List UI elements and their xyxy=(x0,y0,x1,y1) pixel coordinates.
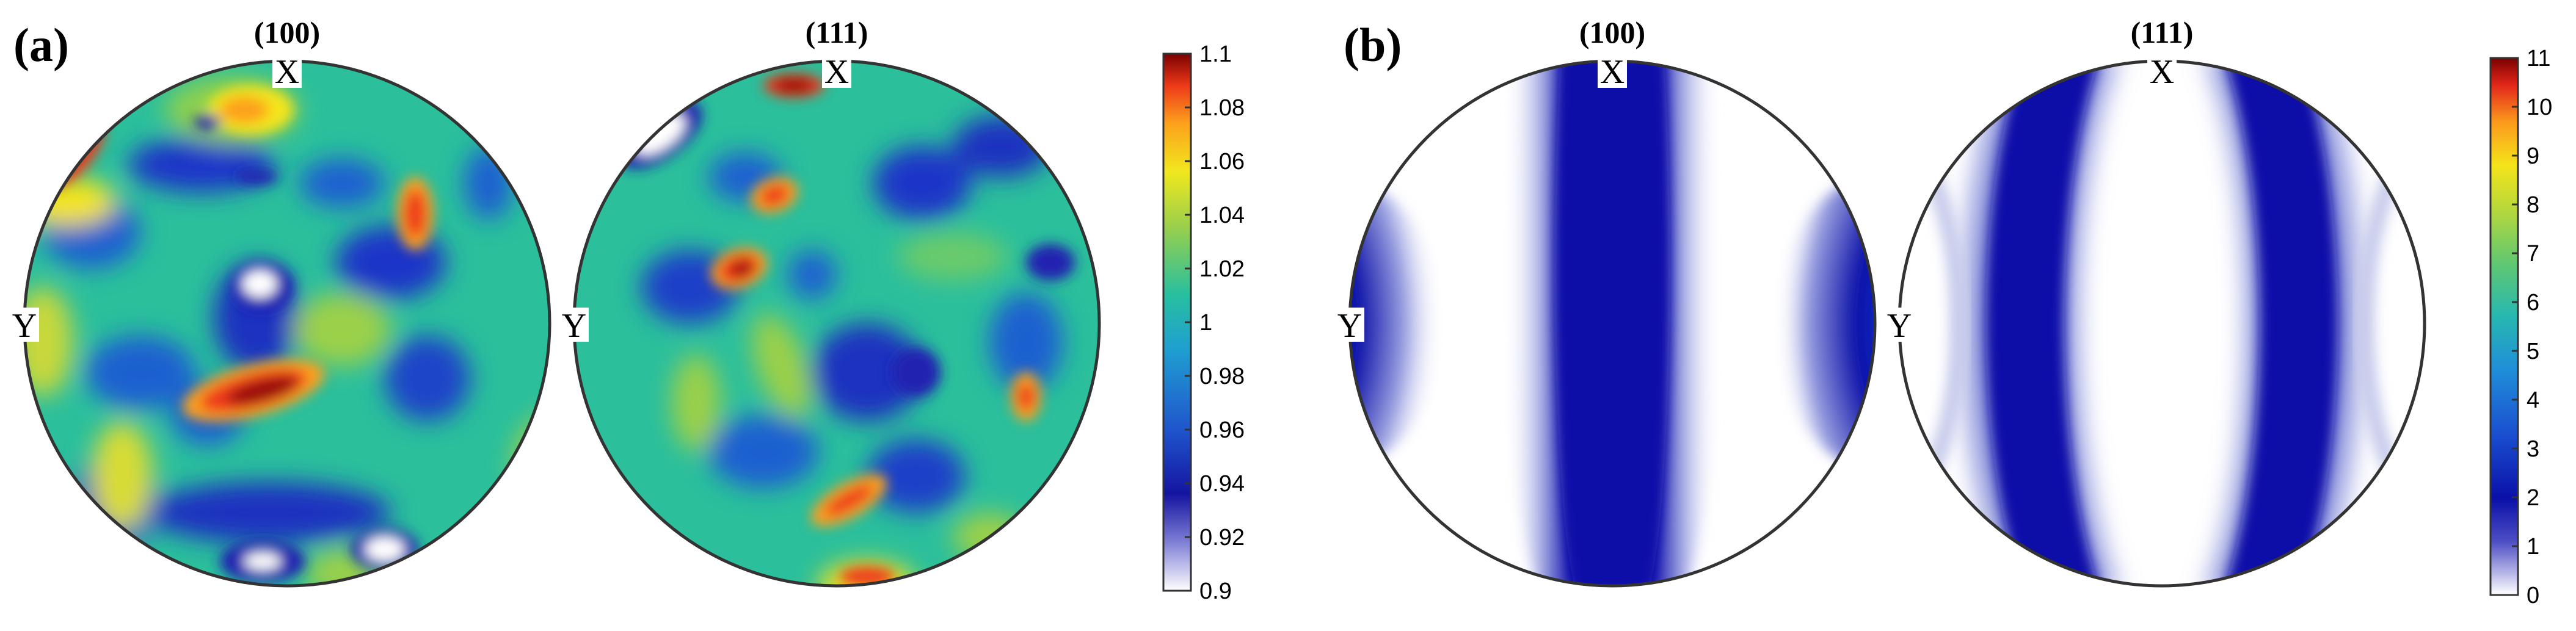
pole-figure-a-111-x-axis-label: X xyxy=(824,53,849,91)
panel-a: (a) xyxy=(10,15,1245,604)
pole-figure-a-111-intensity xyxy=(574,61,1099,586)
colorbar-a-tick-label: 0.96 xyxy=(1199,417,1245,443)
colorbar-b-tick-label: 5 xyxy=(2527,339,2539,364)
pole-figure-a-100-plane-label: (100) xyxy=(254,15,320,49)
colorbar-a-ticks: 1.1 1.08 1.06 1.04 1.02 1 0.98 0.96 0.94 0.92 0.9 xyxy=(1185,41,1245,604)
pole-figure-b-100-y-axis-label: Y xyxy=(1337,307,1362,345)
colorbar-b-tick-label: 3 xyxy=(2527,436,2539,462)
colorbar-a-tick-label: 0.98 xyxy=(1199,364,1245,389)
pole-figure-a-100-intensity xyxy=(24,61,550,586)
pole-figure-a-100: (100) X Y xyxy=(10,15,551,588)
pole-figure-a-100-y-axis-label: Y xyxy=(12,307,37,345)
colorbar-b-tick-label: 9 xyxy=(2527,143,2539,169)
colorbar-b-tick-label: 6 xyxy=(2527,290,2539,316)
colorbar-a-tick-label: 0.94 xyxy=(1199,471,1245,497)
panel-b: (b) (100) X Y xyxy=(1335,15,2552,608)
colorbar-b-tick-label: 8 xyxy=(2527,192,2539,218)
panel-a-label: (a) xyxy=(13,18,69,71)
pole-figure-a-111-y-axis-label: Y xyxy=(562,307,586,345)
pole-figure-b-100-plane-label: (100) xyxy=(1579,15,1645,49)
pole-figure-b-111-y-axis-label: Y xyxy=(1887,307,1912,345)
panel-b-label: (b) xyxy=(1344,18,1402,71)
colorbar-a-tick-label: 0.9 xyxy=(1199,579,1232,604)
pole-figure-b-111-plane-label: (111) xyxy=(2131,15,2194,49)
colorbar-a: 1.1 1.08 1.06 1.04 1.02 1 0.98 0.96 0.94 0.92 0.9 xyxy=(1162,41,1245,604)
pole-figure-b-100-x-axis-label: X xyxy=(1600,53,1625,91)
colorbar-b-tick-label: 0 xyxy=(2527,583,2539,608)
colorbar-b-tick-label: 4 xyxy=(2527,388,2539,413)
pole-figure-b-111-x-axis-label: X xyxy=(2150,53,2174,91)
colorbar-a-tick-label: 1.02 xyxy=(1199,256,1245,282)
colorbar-a-tick-label: 1.04 xyxy=(1199,203,1245,228)
pole-figure-a-111-plane-label: (111) xyxy=(806,15,868,49)
colorbar-b-tick-label: 2 xyxy=(2527,485,2539,511)
colorbar-b-tick-label: 7 xyxy=(2527,241,2539,267)
colorbar-a-tick-label: 1.1 xyxy=(1199,41,1232,67)
colorbar-b-tick-label: 10 xyxy=(2527,95,2552,120)
pole-figure-b-111-intensity xyxy=(1899,61,2425,586)
colorbar-b-tick-label: 11 xyxy=(2527,46,2550,71)
colorbar-a-tick-label: 1 xyxy=(1199,310,1212,336)
colorbar-a-tick-label: 1.06 xyxy=(1199,149,1245,175)
colorbar-b-tick-label: 1 xyxy=(2527,534,2539,560)
pole-figure-a-111: (111) X Y xyxy=(559,15,1101,588)
colorbar-b-gradient xyxy=(2489,57,2519,596)
colorbar-a-tick-label: 0.92 xyxy=(1199,525,1245,550)
pole-figure-b-100: (100) X Y xyxy=(1335,15,1877,588)
pole-figure-a-100-x-axis-label: X xyxy=(275,53,299,91)
colorbar-a-tick-label: 1.08 xyxy=(1199,95,1245,121)
pole-figure-b-111: (111) X Y xyxy=(1885,15,2426,588)
pole-figure-b-100-intensity xyxy=(1350,61,1875,586)
